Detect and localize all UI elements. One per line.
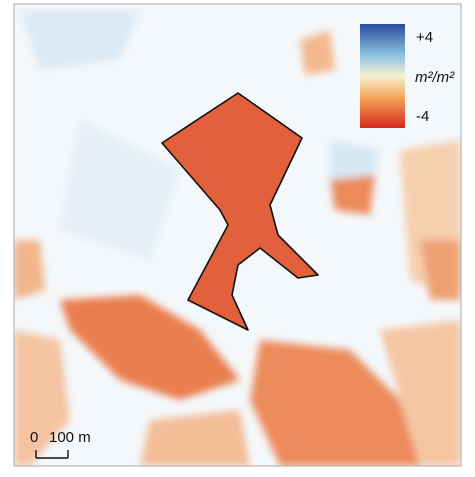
blue-patch: [60, 120, 180, 260]
orange-patch: [60, 295, 240, 400]
orange-patch: [250, 340, 420, 466]
legend-tick-label: +4: [416, 29, 433, 46]
orange-patch: [300, 30, 335, 75]
overlay: +4 -4 0 100 m: [30, 29, 433, 459]
orange-patch: [140, 410, 250, 466]
orange-patch: [420, 240, 461, 300]
orange-patch: [380, 320, 461, 466]
texture: [14, 10, 461, 466]
scale-label: 0: [30, 429, 38, 446]
orange-patch: [14, 330, 70, 466]
orange-patch: [330, 175, 375, 215]
frame: [13, 3, 462, 467]
study-area: [161, 92, 319, 331]
legend-tick-label: -4: [416, 108, 429, 125]
colorbar: [360, 24, 405, 128]
orange-patch: [14, 240, 45, 300]
blue-patch: [20, 10, 140, 70]
legend-unit: m²/m²: [415, 69, 455, 86]
scale-label: 100 m: [49, 429, 91, 446]
